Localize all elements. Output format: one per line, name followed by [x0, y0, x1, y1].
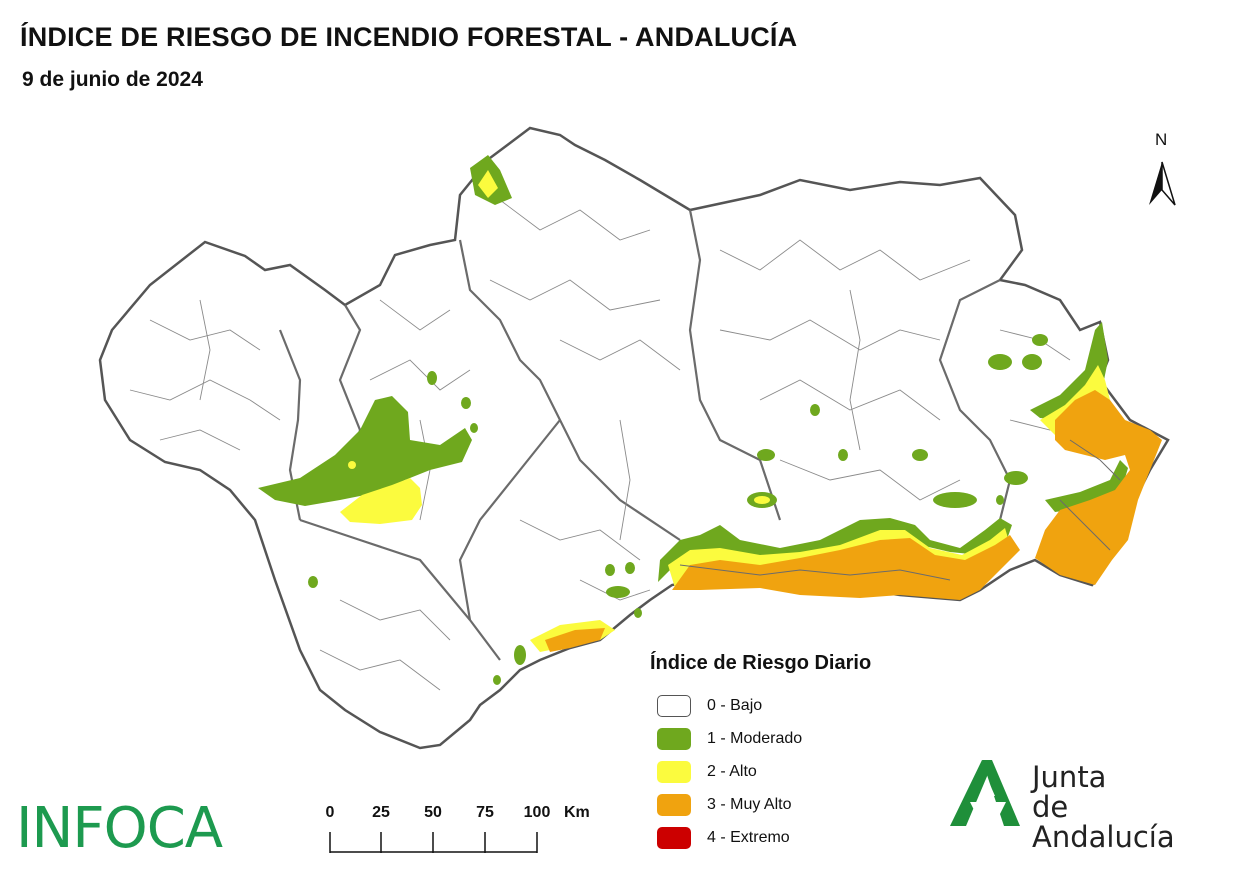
- junta-emblem-icon: [950, 760, 1020, 826]
- scale-tick-label: 50: [424, 804, 442, 821]
- north-label: N: [1155, 130, 1168, 149]
- scale-tick-label: 100: [523, 804, 551, 821]
- north-arrow-icon: [1149, 161, 1176, 206]
- coast-boundary-overlay: [679, 439, 1121, 581]
- north-arrow: N: [1144, 130, 1184, 210]
- region-outline: [98, 126, 1170, 750]
- legend-label: 1 - Moderado: [707, 729, 803, 747]
- legend-label: 4 - Extremo: [707, 828, 790, 846]
- map-date: 9 de junio de 2024: [22, 68, 203, 91]
- legend-label: 0 - Bajo: [707, 696, 763, 714]
- legend-swatch-moderado: [657, 727, 691, 750]
- legend-swatch-alto: [657, 760, 691, 783]
- legend-title: Índice de Riesgo Diario: [650, 652, 872, 674]
- legend-swatch-bajo: [657, 694, 691, 717]
- junta-line-2: de Andalucía: [1032, 790, 1175, 854]
- junta-line-1: Junta: [1032, 760, 1107, 794]
- legend-swatch-muy-alto: [657, 793, 691, 816]
- scale-bar: 0 25 50 75 100 Km: [318, 800, 598, 860]
- map-title: ÍNDICE DE RIESGO DE INCENDIO FORESTAL - …: [20, 22, 798, 52]
- scale-unit: Km: [564, 804, 590, 821]
- legend-label: 2 - Alto: [707, 762, 757, 780]
- legend-swatch-extremo: [657, 826, 691, 849]
- scale-tick-label: 75: [476, 804, 494, 821]
- legend-label: 3 - Muy Alto: [707, 795, 792, 813]
- municipal-boundaries: [129, 199, 1091, 691]
- risk-zones-muy-alto: [545, 390, 1162, 652]
- junta-de-andalucia-logo: Junta de Andalucía: [948, 756, 1218, 852]
- infoca-logo: INFOCA: [16, 796, 223, 861]
- legend-item: 2 - Alto: [650, 755, 871, 788]
- legend-item: 0 - Bajo: [650, 689, 871, 722]
- legend-item: 4 - Extremo: [650, 821, 871, 854]
- legend-item: 1 - Moderado: [650, 722, 871, 755]
- scale-bar-line: [329, 832, 538, 853]
- scale-tick-label: 25: [372, 804, 390, 821]
- junta-text: Junta de Andalucía: [1032, 762, 1218, 852]
- legend-item: 3 - Muy Alto: [650, 788, 871, 821]
- risk-legend: Índice de Riesgo Diario 0 - Bajo 1 - Mod…: [650, 652, 871, 854]
- scale-tick-label: 0: [325, 804, 335, 821]
